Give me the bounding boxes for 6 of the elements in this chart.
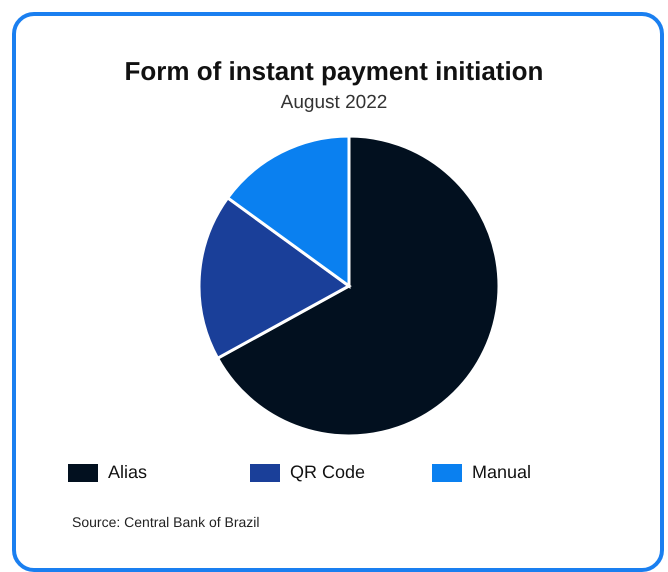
chart-title: Form of instant payment initiation — [124, 56, 544, 87]
legend-label: Alias — [108, 462, 148, 483]
chart-subtitle: August 2022 — [280, 92, 388, 114]
source-note: Source: Central Bank of Brazil — [72, 514, 260, 530]
legend-label: Manual — [472, 462, 532, 483]
legend-label: QR Code — [290, 462, 366, 483]
